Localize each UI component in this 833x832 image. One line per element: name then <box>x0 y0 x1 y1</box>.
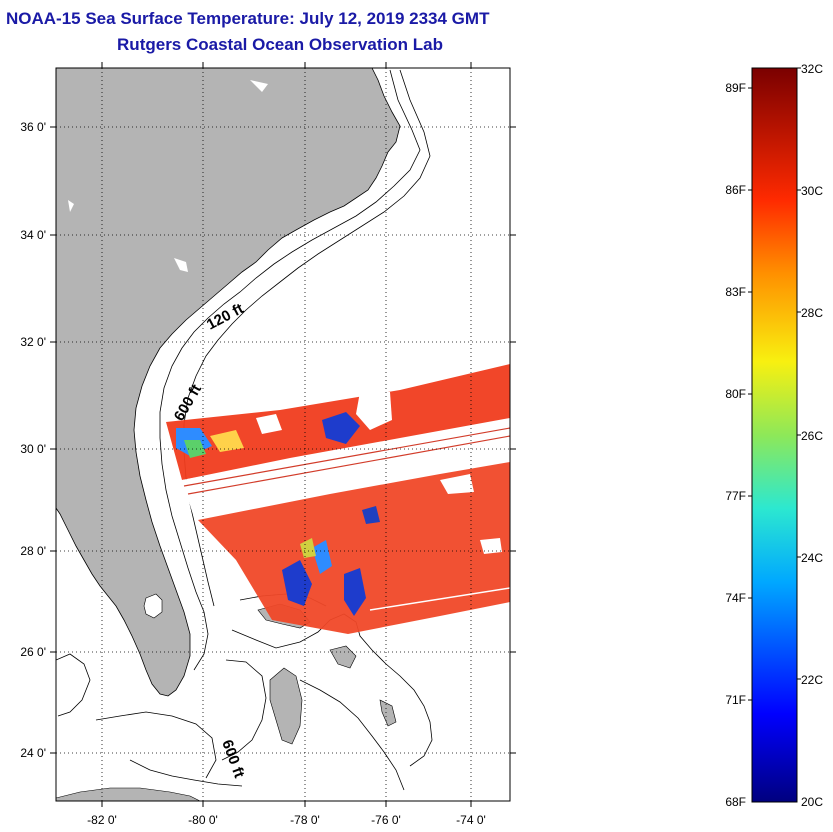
land-bahamas-andros <box>269 667 303 745</box>
lat-label: 30 0' <box>20 442 46 456</box>
lon-label: -76 0' <box>371 813 401 827</box>
colorbar-f-label: 68F <box>725 795 746 809</box>
lake-okeechobee <box>143 593 163 619</box>
lat-label: 28 0' <box>20 544 46 558</box>
lat-label: 32 0' <box>20 335 46 349</box>
lon-label: -74 0' <box>456 813 486 827</box>
colorbar-f-label: 83F <box>725 285 746 299</box>
lat-label: 36 0' <box>20 120 46 134</box>
lon-label: -78 0' <box>290 813 320 827</box>
colorbar-scale <box>751 67 798 803</box>
colorbar-c-label: 20C <box>801 795 823 809</box>
sst-swath-lower <box>198 462 510 634</box>
map-title: NOAA-15 Sea Surface Temperature: July 12… <box>6 9 490 28</box>
colorbar-c-label: 30C <box>801 184 823 198</box>
colorbar-c-label: 24C <box>801 551 823 565</box>
map-ticks <box>50 62 516 807</box>
map-frame <box>55 67 511 802</box>
colorbar-c-label: 22C <box>801 673 823 687</box>
colorbar-c-label: 26C <box>801 429 823 443</box>
lon-label: -82 0' <box>87 813 117 827</box>
land-mainland <box>56 68 401 697</box>
colorbar-f-label: 74F <box>725 591 746 605</box>
colorbar-f-label: 80F <box>725 387 746 401</box>
lat-label: 34 0' <box>20 228 46 242</box>
map-subtitle: Rutgers Coastal Ocean Observation Lab <box>117 35 443 54</box>
colorbar-f-label: 77F <box>725 489 746 503</box>
lat-label: 24 0' <box>20 746 46 760</box>
colorbar-c-label: 28C <box>801 306 823 320</box>
lon-label: -80 0' <box>188 813 218 827</box>
lat-label: 26 0' <box>20 645 46 659</box>
land-cuba <box>56 787 201 801</box>
colorbar-c-label: 32C <box>801 62 823 76</box>
colorbar-f-label: 89F <box>725 81 746 95</box>
colorbar-f-label: 71F <box>725 693 746 707</box>
colorbar-f-label: 86F <box>725 183 746 197</box>
